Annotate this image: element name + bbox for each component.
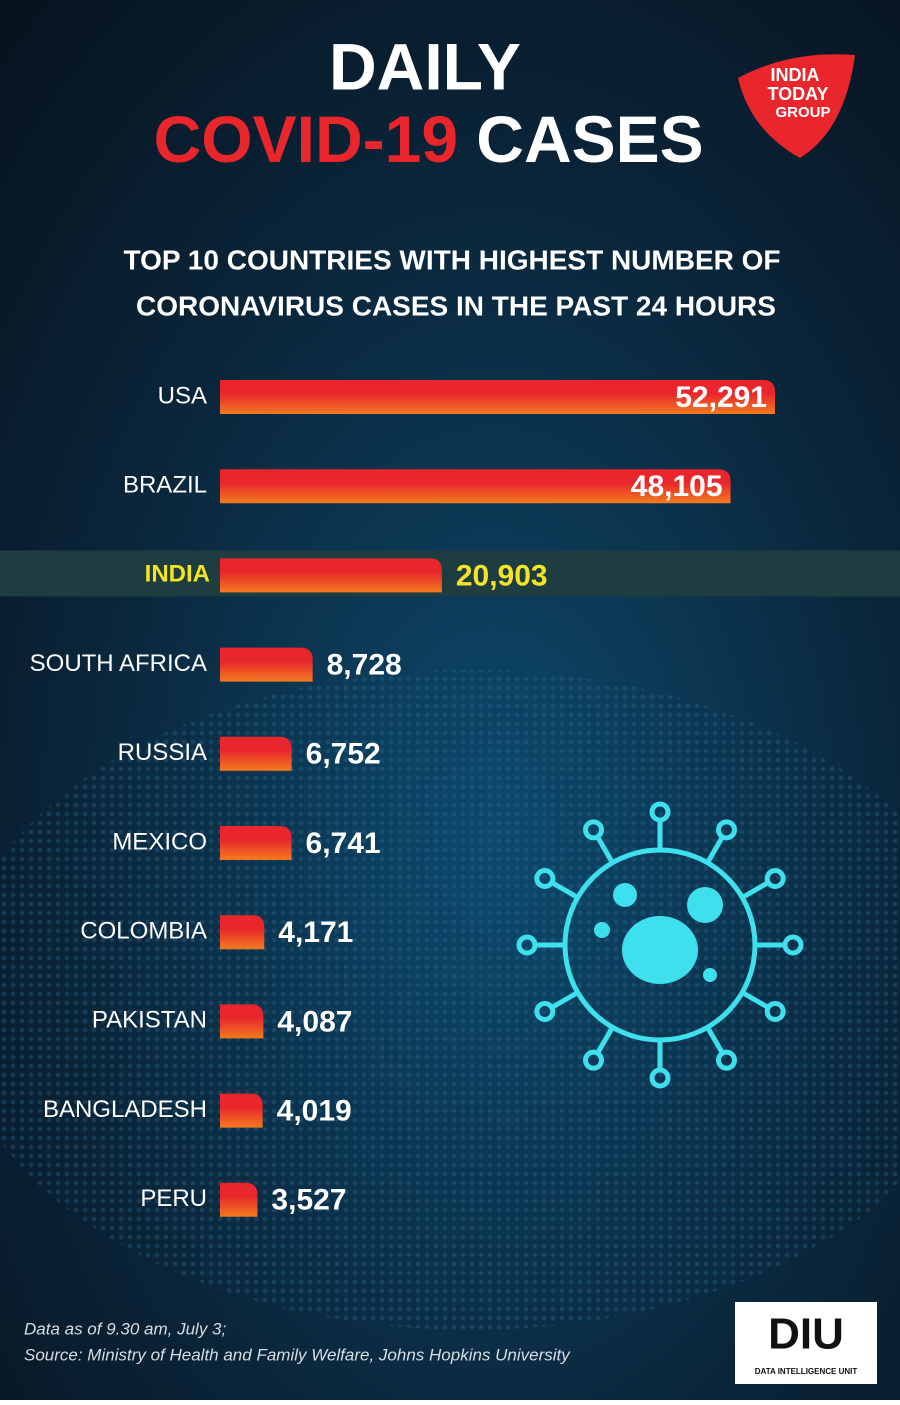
virus-spike-tip — [716, 819, 737, 841]
world-map — [0, 670, 900, 1330]
subtitle: TOP 10 COUNTRIES WITH HIGHEST NUMBER OF — [123, 244, 780, 275]
virus-spike-tip — [764, 868, 786, 889]
virus-spike — [595, 1026, 615, 1055]
title-word: CASES — [476, 102, 703, 176]
title-highlight: COVID-19 — [154, 102, 458, 176]
virus-spike — [741, 880, 770, 900]
virus-spike-tip — [716, 1049, 737, 1071]
value-label: 4,019 — [277, 1095, 352, 1128]
unit-logo-text: DIU — [768, 1310, 844, 1359]
virus-spike-tip — [782, 934, 804, 956]
logo-text: INDIA — [771, 65, 820, 85]
title-line: COVID-19 CASES — [154, 102, 704, 176]
category-label: RUSSIA — [118, 739, 207, 766]
value-label: 6,741 — [306, 827, 381, 860]
virus-icon — [516, 801, 804, 1089]
category-label: SOUTH AFRICA — [30, 650, 207, 677]
virus-spike-tip — [583, 819, 604, 841]
value-label: 48,105 — [631, 470, 723, 503]
title-line: DAILY — [329, 29, 521, 103]
virus-spike — [595, 835, 615, 864]
virus-spike-tip — [649, 1067, 671, 1089]
subtitle: CORONAVIRUS CASES IN THE PAST 24 HOURS — [136, 290, 776, 321]
virus-spike-tip — [649, 801, 671, 823]
category-label: PAKISTAN — [92, 1007, 207, 1034]
virus-spike — [550, 990, 579, 1010]
virus-spike-tip — [534, 1001, 556, 1022]
category-label: BANGLADESH — [43, 1096, 207, 1123]
category-label: MEXICO — [112, 828, 207, 855]
bar — [220, 647, 313, 682]
unit-logo-caption: DATA INTELLIGENCE UNIT — [755, 1367, 858, 1376]
footnote: Source: Ministry of Health and Family We… — [24, 1345, 571, 1364]
value-label: 6,752 — [306, 738, 381, 771]
bar — [220, 826, 292, 860]
category-label: BRAZIL — [123, 472, 207, 499]
category-label: COLOMBIA — [80, 918, 207, 945]
bar — [220, 736, 292, 771]
value-label: 4,171 — [278, 916, 353, 949]
bar — [220, 558, 442, 593]
virus-spike — [550, 880, 579, 900]
value-label: 8,728 — [327, 649, 402, 682]
category-label: USA — [158, 382, 207, 409]
footnote: Data as of 9.30 am, July 3; — [24, 1319, 226, 1338]
value-label: 3,527 — [271, 1184, 346, 1217]
bar — [220, 380, 775, 414]
category-label: PERU — [140, 1185, 207, 1212]
logo-text: GROUP — [775, 104, 830, 121]
virus-spike-tip — [516, 934, 538, 956]
bar — [220, 1182, 258, 1217]
value-label: 4,087 — [277, 1005, 352, 1038]
virus-spike — [705, 835, 725, 864]
unit-logo: DIU DATA INTELLIGENCE UNIT — [735, 1302, 877, 1384]
virus-spike — [741, 990, 770, 1010]
publisher-logo: INDIA TODAY GROUP — [738, 54, 855, 158]
virus-spike-tip — [583, 1049, 604, 1071]
bar — [220, 469, 731, 504]
bar — [220, 1004, 264, 1039]
bar — [220, 1093, 263, 1128]
bar-chart: USA 52,291 BRAZIL 48,105 INDIA 20,903 SOUTH AF… — [0, 380, 900, 1217]
value-label: 20,903 — [456, 559, 548, 592]
highlight-band — [0, 550, 900, 597]
virus-spike-tip — [764, 1001, 786, 1022]
category-label: INDIA — [145, 561, 210, 588]
value-label: 52,291 — [675, 381, 767, 414]
logo-text: TODAY — [767, 84, 828, 104]
bar — [220, 915, 265, 950]
virus-spike — [705, 1026, 725, 1055]
virus-spike-tip — [534, 868, 556, 889]
